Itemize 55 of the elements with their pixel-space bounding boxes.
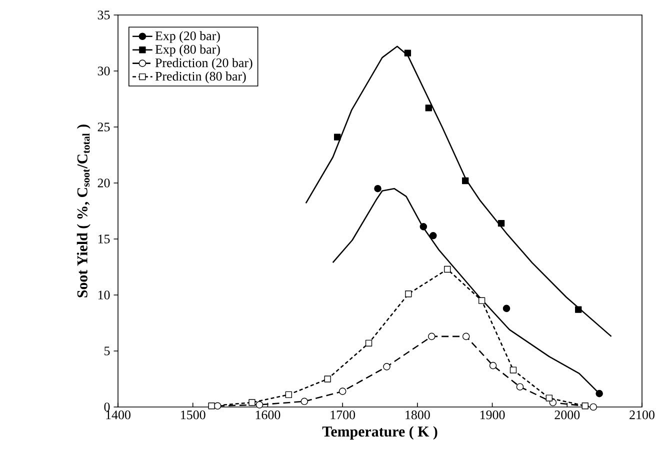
y-tick-label: 20 — [98, 178, 110, 188]
point — [334, 134, 341, 140]
line-series — [305, 46, 612, 338]
x-tick-label: 2100 — [630, 410, 654, 420]
x-tick-label: 1900 — [480, 410, 505, 420]
x-tick-label: 1400 — [106, 410, 130, 420]
legend-label: Exp (20 bar) — [155, 31, 220, 43]
legend-label: Exp (80 bar) — [155, 44, 220, 56]
y-axis-title: Soot Yield ( %, C$_{soot}$/C$_{total}$ ) — [76, 124, 90, 298]
x-tick-label: 1800 — [406, 410, 430, 420]
point — [590, 403, 597, 411]
point — [248, 399, 256, 406]
x-tick-label: 1700 — [330, 410, 356, 420]
point — [383, 363, 390, 370]
y-tick-label: 30 — [98, 66, 110, 76]
point — [596, 390, 603, 398]
point — [428, 332, 436, 340]
point — [510, 366, 517, 374]
legend-label: Prediction (20 bar) — [155, 58, 252, 70]
x-tick-label: 1500 — [181, 410, 206, 420]
y-tick-label: 25 — [98, 122, 110, 132]
point — [489, 362, 497, 370]
point — [338, 388, 346, 395]
point — [582, 402, 588, 410]
point — [575, 306, 582, 313]
point — [405, 290, 412, 298]
point — [208, 402, 215, 410]
point — [285, 391, 292, 398]
point — [462, 332, 470, 340]
y-tick-label: 0 — [104, 402, 110, 412]
point — [516, 383, 524, 390]
point — [404, 50, 412, 56]
point — [425, 104, 432, 112]
point — [430, 232, 437, 240]
x-tick-label: 1600 — [256, 410, 280, 420]
legend-label: Predictin (80 bar) — [155, 72, 246, 84]
point — [478, 297, 486, 304]
y-tick-label: 15 — [98, 234, 110, 244]
y-tick-label: 10 — [98, 290, 110, 300]
point — [462, 177, 469, 184]
x-axis-title: Temperature ( K ) — [322, 426, 438, 440]
point — [498, 220, 505, 227]
point — [256, 401, 264, 408]
point — [365, 340, 372, 346]
point — [546, 394, 553, 402]
point — [444, 266, 451, 273]
point — [374, 184, 382, 192]
point — [502, 304, 510, 312]
point — [324, 376, 331, 382]
point — [420, 223, 428, 230]
point — [300, 398, 308, 406]
x-tick-label: 2000 — [554, 410, 580, 420]
y-tick-label: 35 — [98, 10, 110, 20]
y-tick-label: 5 — [104, 346, 110, 356]
point — [214, 402, 222, 410]
